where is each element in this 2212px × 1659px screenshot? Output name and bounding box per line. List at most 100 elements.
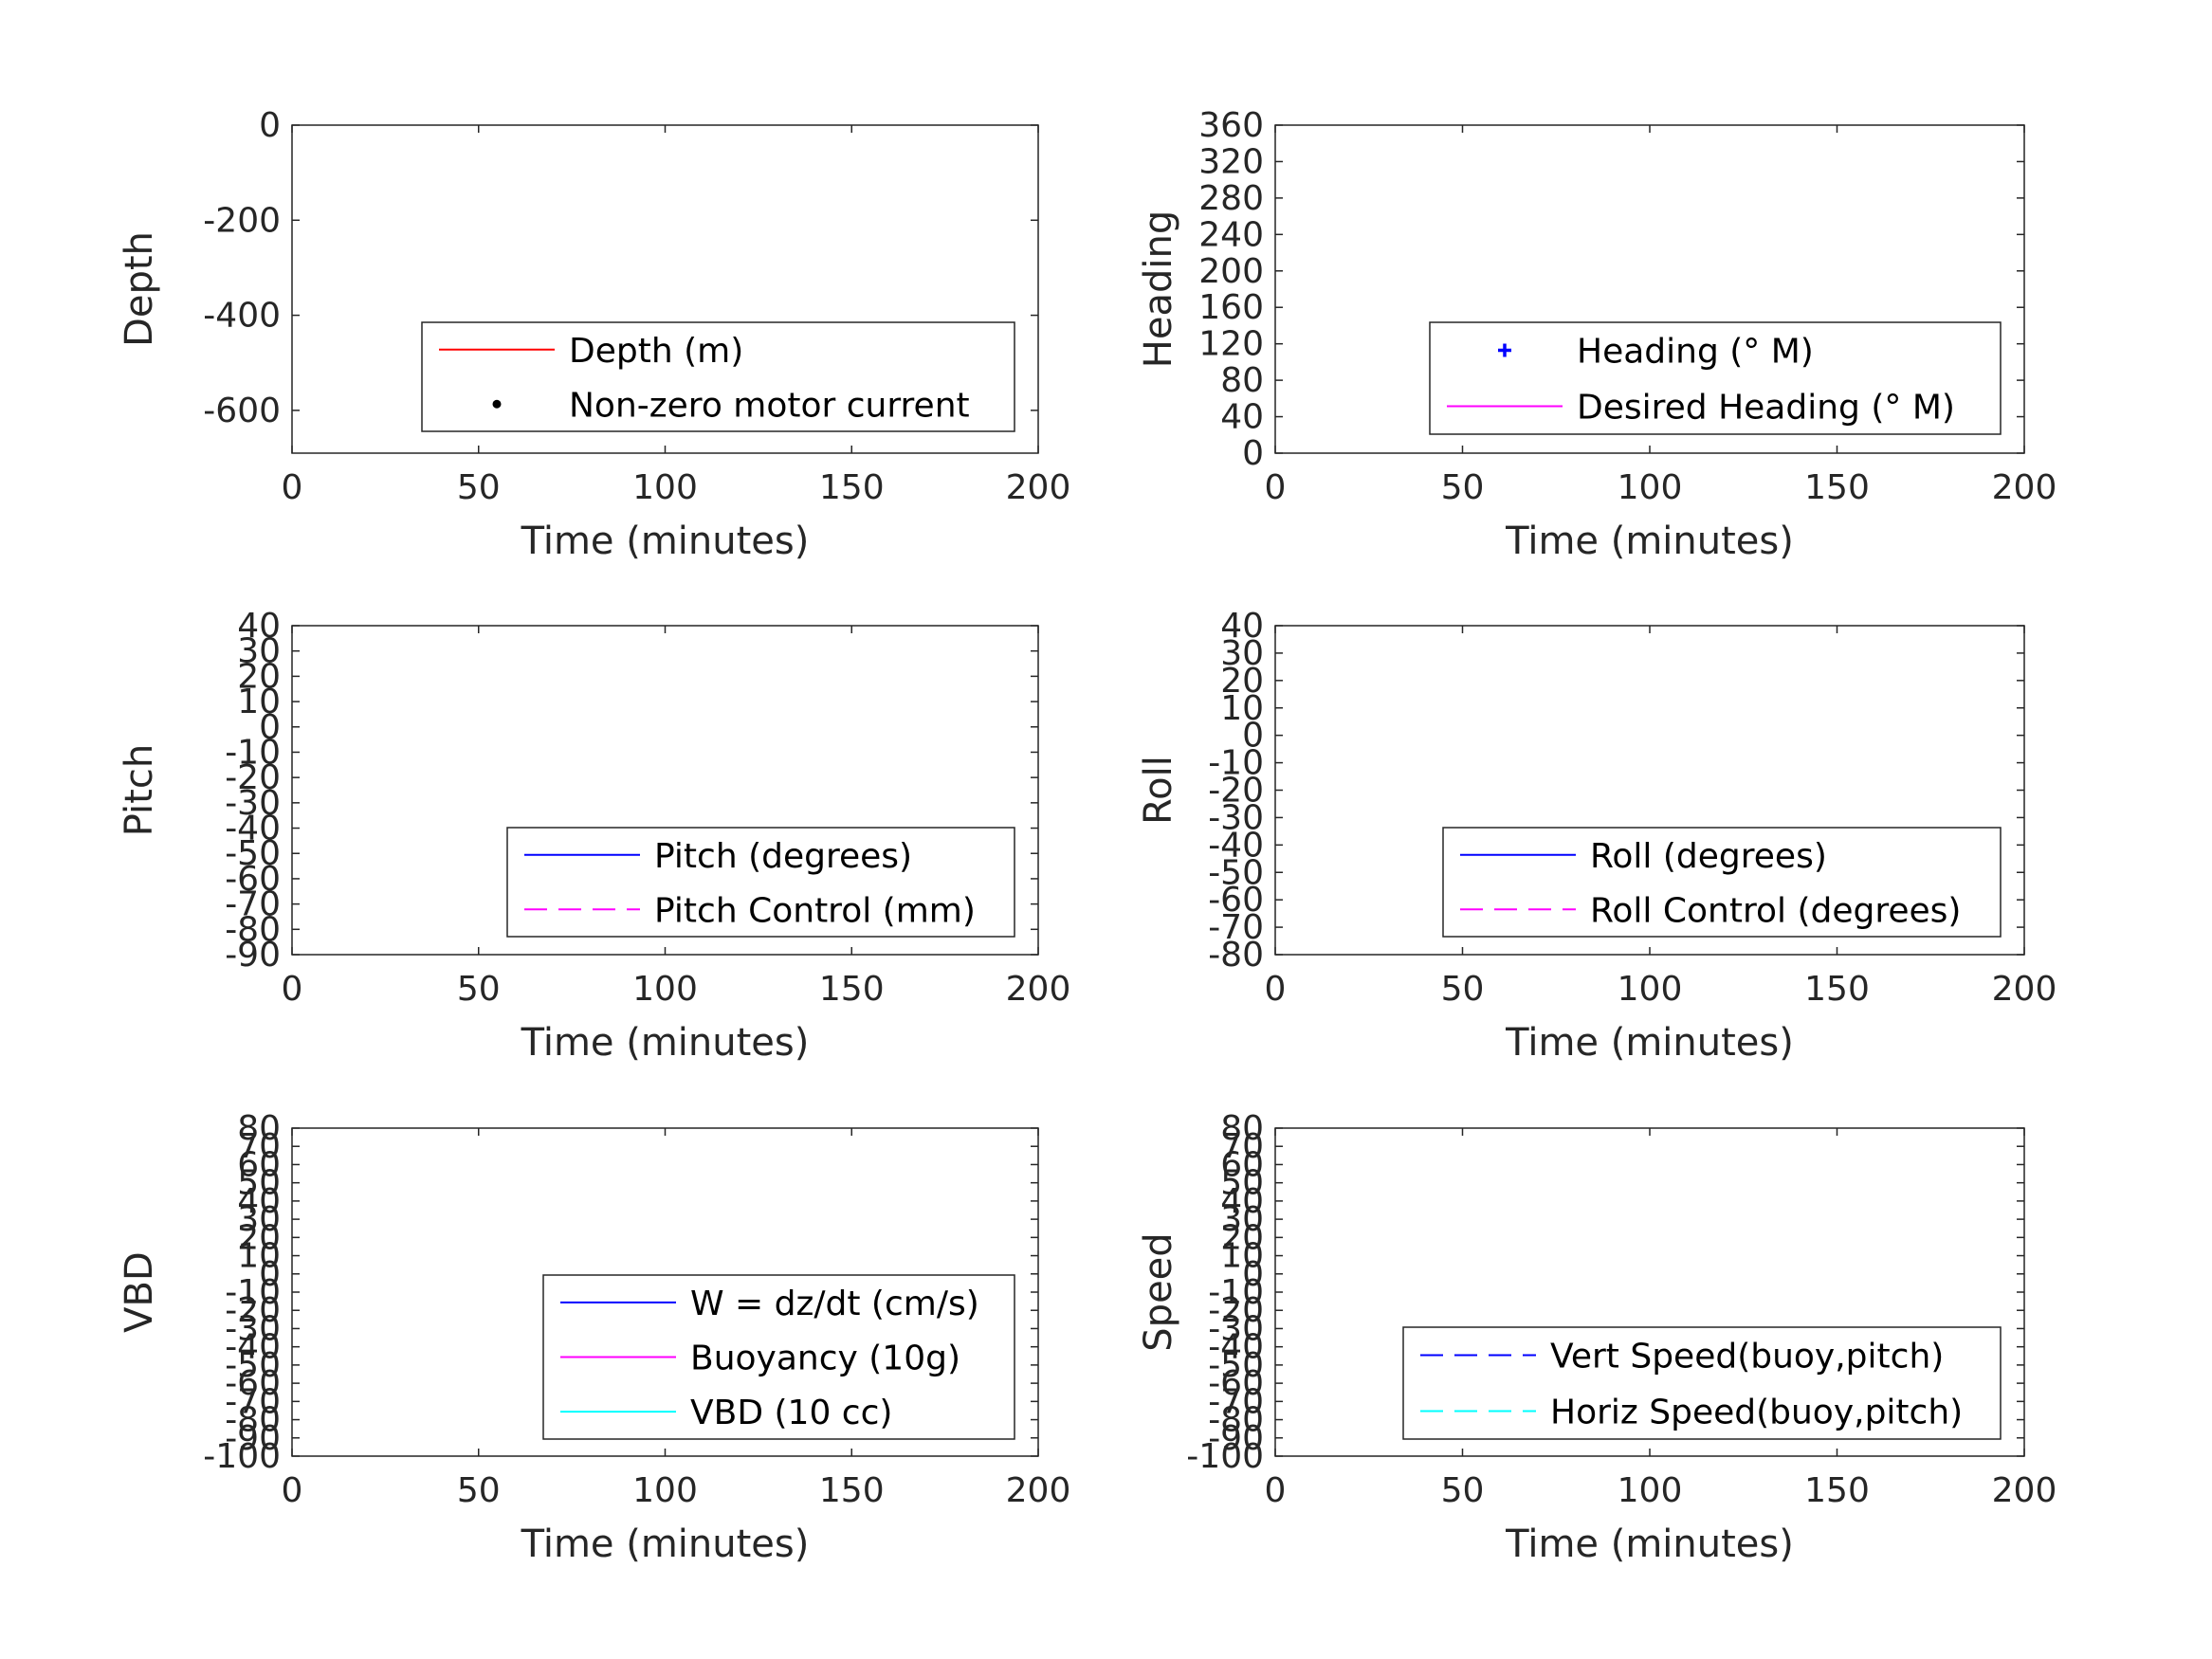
x-tick-label: 100 xyxy=(1618,468,1683,507)
y-tick-label: 120 xyxy=(1198,325,1264,364)
y-tick-label: 50 xyxy=(1220,1164,1264,1203)
y-tick-label: -90 xyxy=(225,1419,281,1458)
x-tick-label: 100 xyxy=(632,1471,698,1510)
y-tick-label: 40 xyxy=(237,607,281,646)
legend-label: Depth (m) xyxy=(569,332,743,371)
y-tick-label: -40 xyxy=(1208,826,1264,865)
y-tick-label: -90 xyxy=(225,936,281,975)
y-tick-label: 80 xyxy=(1220,1109,1264,1148)
chart-speed: 0 50 100 150 20080706050403020100-10-20-30-4… xyxy=(1137,1109,2057,1566)
y-tick-label: -40 xyxy=(225,810,281,848)
legend: W = dz/dt (cm/s) Buoyancy (10g) VBD (10 cc… xyxy=(542,1274,1015,1440)
y-tick-label: 40 xyxy=(1220,1182,1264,1221)
y-tick-label: 320 xyxy=(1198,142,1264,181)
y-tick-label: -20 xyxy=(1208,772,1264,811)
y-tick-label: -50 xyxy=(1208,1346,1264,1385)
y-tick-label: 200 xyxy=(1198,252,1264,291)
y-tick-label: 0 xyxy=(259,708,281,747)
y-tick-label: 20 xyxy=(1220,1218,1264,1257)
y-tick-label: 80 xyxy=(1220,361,1264,400)
y-tick-label: 50 xyxy=(237,1164,281,1203)
y-axis-label: Roll xyxy=(1137,756,1180,825)
y-tick-label: 60 xyxy=(237,1145,281,1184)
x-tick-label: 0 xyxy=(282,1471,303,1510)
legend-label: Non-zero motor current xyxy=(569,386,970,425)
y-tick-label: -60 xyxy=(1208,881,1264,920)
x-tick-label: 0 xyxy=(282,970,303,1009)
legend-label: VBD (10 cc) xyxy=(690,1394,892,1432)
y-tick-label: 10 xyxy=(1220,1237,1264,1276)
y-tick-label: 0 xyxy=(259,106,281,145)
y-tick-label: 30 xyxy=(237,632,281,671)
x-tick-label: 0 xyxy=(1265,468,1287,507)
x-axis-label: Time (minutes) xyxy=(521,1522,810,1566)
legend-box xyxy=(1402,1326,2002,1440)
y-tick-label: -70 xyxy=(1208,908,1264,947)
y-tick-label: 10 xyxy=(237,683,281,721)
y-tick-label: -50 xyxy=(225,1346,281,1385)
y-tick-label: 20 xyxy=(237,657,281,696)
y-tick-label: -50 xyxy=(225,834,281,873)
y-tick-label: -90 xyxy=(1208,1419,1264,1458)
y-tick-label: 80 xyxy=(237,1109,281,1148)
legend: Heading (° M) Desired Heading (° M) xyxy=(1429,321,2002,435)
chart-vbd: 0 50 100 150 20080706050403020100-10-20-30-4… xyxy=(118,1109,1070,1566)
y-tick-label: 30 xyxy=(1220,634,1264,673)
x-axis-label: Time (minutes) xyxy=(1505,1021,1794,1065)
x-tick-label: 150 xyxy=(819,468,885,507)
legend-box xyxy=(1442,827,2002,938)
y-tick-label: -80 xyxy=(225,910,281,949)
x-tick-label: 50 xyxy=(1441,468,1485,507)
x-tick-label: 150 xyxy=(1804,468,1870,507)
x-tick-label: 150 xyxy=(1804,970,1870,1009)
y-tick-label: -70 xyxy=(225,885,281,924)
y-tick-label: -30 xyxy=(225,784,281,823)
legend-box xyxy=(421,321,1015,432)
legend-label: Pitch Control (mm) xyxy=(654,891,976,930)
y-tick-label: 240 xyxy=(1198,215,1264,254)
y-tick-label: 10 xyxy=(1220,689,1264,728)
legend-label: Pitch (degrees) xyxy=(654,837,912,876)
x-tick-label: 50 xyxy=(1441,1471,1485,1510)
x-tick-label: 100 xyxy=(1618,1471,1683,1510)
legend: Pitch (degrees) Pitch Control (mm) xyxy=(506,827,1015,938)
chart-heading: 0 50 100 150 20004080120160200240280320360Ti… xyxy=(1137,106,2057,563)
y-tick-label: -60 xyxy=(225,1364,281,1403)
x-axis-label: Time (minutes) xyxy=(521,1021,810,1065)
legend-label: Desired Heading (° M) xyxy=(1577,389,1955,428)
legend-box xyxy=(1429,321,2002,435)
legend-marker xyxy=(1498,343,1511,357)
y-tick-label: -20 xyxy=(225,758,281,797)
y-tick-label: -10 xyxy=(1208,1273,1264,1312)
legend: Vert Speed(buoy,pitch) Horiz Speed(buoy,p… xyxy=(1402,1326,2002,1440)
y-tick-label: -200 xyxy=(203,201,281,240)
y-tick-label: -80 xyxy=(1208,1401,1264,1440)
x-tick-label: 200 xyxy=(1006,970,1071,1009)
legend-label: W = dz/dt (cm/s) xyxy=(690,1285,979,1323)
y-tick-label: 40 xyxy=(237,1182,281,1221)
y-tick-label: -30 xyxy=(1208,798,1264,837)
x-tick-label: 200 xyxy=(1992,970,2057,1009)
y-tick-label: -60 xyxy=(225,860,281,899)
y-axis-label: Depth xyxy=(118,231,161,347)
y-axis-label: Heading xyxy=(1137,210,1180,368)
y-tick-label: -20 xyxy=(1208,1291,1264,1330)
y-tick-label: 70 xyxy=(237,1127,281,1166)
y-tick-label: 30 xyxy=(1220,1200,1264,1239)
y-tick-label: 360 xyxy=(1198,106,1264,145)
y-tick-label: 0 xyxy=(1242,1255,1264,1294)
x-tick-label: 0 xyxy=(1265,1471,1287,1510)
x-tick-label: 50 xyxy=(1441,970,1485,1009)
y-tick-label: -50 xyxy=(1208,853,1264,892)
y-tick-label: -30 xyxy=(225,1309,281,1348)
y-axis-label: Speed xyxy=(1137,1232,1180,1351)
y-tick-label: 40 xyxy=(1220,398,1264,437)
x-tick-label: 150 xyxy=(1804,1471,1870,1510)
y-tick-label: -80 xyxy=(225,1401,281,1440)
x-axis-label: Time (minutes) xyxy=(521,520,810,563)
legend-label: Buoyancy (10g) xyxy=(690,1340,960,1378)
y-tick-label: -10 xyxy=(1208,744,1264,783)
y-tick-label: -70 xyxy=(225,1382,281,1421)
y-tick-label: 30 xyxy=(237,1200,281,1239)
